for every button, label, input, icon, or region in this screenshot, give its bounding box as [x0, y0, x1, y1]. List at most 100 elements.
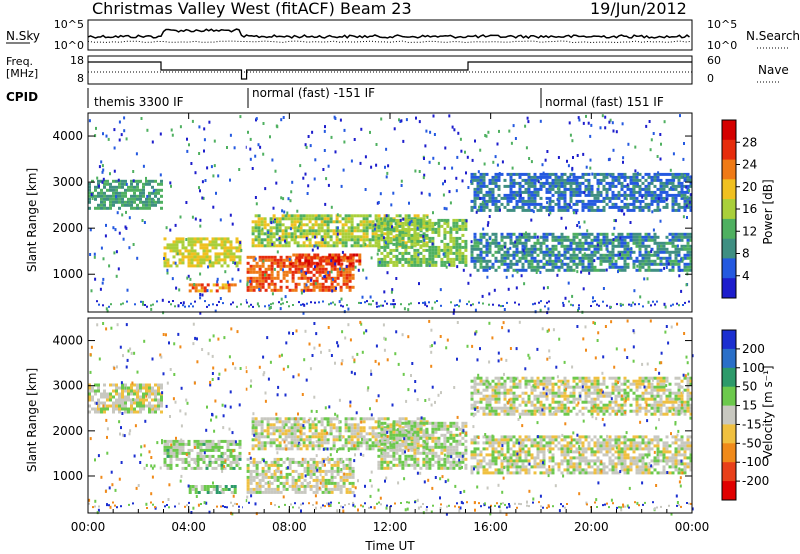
heatmap-cell [117, 267, 120, 271]
heatmap-cell [404, 241, 408, 245]
heatmap-cell [283, 210, 286, 214]
heatmap-cell [252, 475, 256, 479]
heatmap-cell [537, 180, 540, 184]
heatmap-cell [273, 478, 277, 482]
heatmap-cell [482, 193, 486, 197]
heatmap-cell [662, 241, 666, 245]
heatmap-cell [260, 220, 264, 224]
heatmap-cell [175, 243, 179, 247]
heatmap-cell [323, 244, 327, 248]
heatmap-cell [569, 178, 573, 182]
heatmap-cell [494, 175, 498, 179]
heatmap-cell [404, 257, 408, 261]
heatmap-cell [314, 435, 318, 439]
heatmap-cell [578, 247, 582, 251]
heatmap-cell [255, 487, 259, 491]
heatmap-cell [636, 171, 639, 175]
heatmap-cell [533, 181, 537, 185]
heatmap-cell [103, 194, 106, 198]
heatmap-cell [589, 259, 592, 263]
heatmap-cell [545, 247, 549, 251]
heatmap-cell [217, 252, 221, 256]
heatmap-cell [145, 203, 148, 207]
heatmap-cell [683, 235, 687, 239]
heatmap-cell [545, 196, 549, 200]
heatmap-cell [416, 236, 420, 240]
heatmap-cell [315, 216, 318, 220]
heatmap-cell [380, 117, 383, 121]
heatmap-cell [312, 279, 316, 283]
heatmap-cell [199, 261, 203, 265]
heatmap-cell [191, 488, 195, 491]
heatmap-cell [347, 238, 351, 242]
heatmap-cell [276, 276, 280, 280]
heatmap-cell [255, 460, 259, 464]
heatmap-cell [689, 244, 693, 248]
heatmap-cell [142, 392, 145, 396]
heatmap-cell [198, 152, 201, 155]
heatmap-cell [371, 238, 375, 242]
heatmap-cell [515, 259, 519, 263]
heatmap-cell [261, 472, 265, 476]
heatmap-cell [249, 460, 253, 464]
heatmap-cell [89, 253, 92, 256]
heatmap-cell [90, 193, 93, 196]
heatmap-cell [308, 429, 312, 433]
heatmap-cell [326, 229, 330, 233]
heatmap-cell [290, 217, 294, 221]
heatmap-cell [647, 235, 651, 239]
heatmap-cell [264, 487, 268, 491]
heatmap-cell [306, 276, 310, 280]
heatmap-cell [130, 398, 133, 402]
heatmap-cell [515, 190, 519, 194]
heatmap-cell [139, 197, 142, 201]
heatmap-cell [422, 236, 426, 240]
heatmap-cell [395, 244, 398, 248]
heatmap-cell [407, 218, 411, 222]
heatmap-cell [599, 262, 603, 266]
heatmap-cell [588, 271, 591, 275]
heatmap-cell [288, 466, 292, 470]
heatmap-cell [142, 401, 145, 405]
heatmap-cell [440, 304, 442, 307]
heatmap-cell [644, 268, 648, 272]
heatmap-cell [178, 439, 182, 443]
heatmap-cell [190, 252, 194, 256]
heatmap-cell [190, 243, 194, 247]
heatmap-cell [318, 285, 322, 289]
heatmap-cell [377, 224, 381, 228]
heatmap-cell [665, 190, 669, 194]
heatmap-cell [157, 407, 160, 411]
heatmap-cell [271, 242, 274, 246]
heatmap-cell [428, 236, 432, 240]
heatmap-cell [166, 445, 170, 449]
heatmap-cell [221, 286, 225, 290]
heatmap-cell [371, 232, 375, 236]
heatmap-cell [659, 187, 663, 191]
heatmap-cell [324, 484, 328, 488]
heatmap-cell [653, 232, 657, 236]
heatmap-cell [330, 466, 334, 470]
heatmap-cell [258, 267, 262, 271]
heatmap-cell [686, 175, 690, 179]
heatmap-cell [249, 285, 253, 289]
heatmap-cell [465, 171, 467, 175]
heatmap-cell [322, 275, 325, 279]
heatmap-cell [418, 170, 421, 173]
heatmap-cell [377, 217, 381, 221]
heatmap-cell [368, 444, 372, 448]
heatmap-cell [255, 469, 259, 473]
heatmap-cell [374, 241, 378, 245]
heatmap-cell [193, 249, 197, 253]
heatmap-cell [620, 256, 624, 260]
heatmap-cell [512, 262, 516, 266]
heatmap-cell [362, 268, 365, 272]
heatmap-cell [136, 203, 139, 207]
heatmap-cell [272, 214, 276, 218]
heatmap-cell [246, 457, 250, 461]
heatmap-cell [341, 241, 345, 245]
heatmap-cell [575, 241, 579, 245]
heatmap-cell [358, 301, 360, 304]
station-title: Christmas Valley West (fitACF) [92, 0, 335, 18]
